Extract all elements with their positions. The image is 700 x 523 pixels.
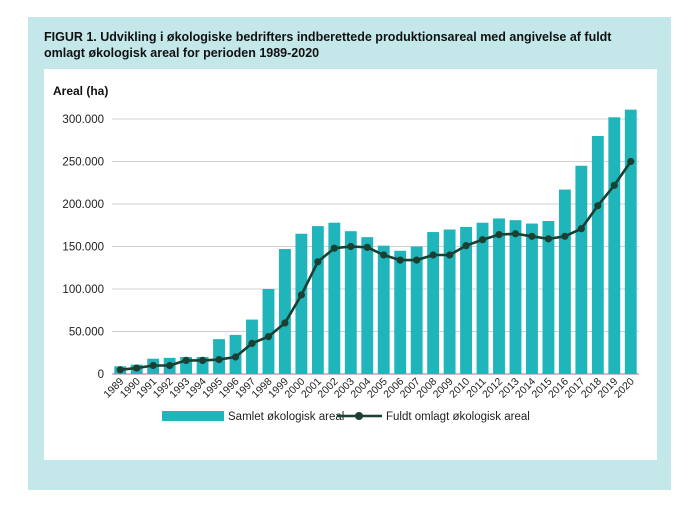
line-point bbox=[231, 353, 240, 361]
bar bbox=[377, 245, 390, 374]
y-tick-label: 50.000 bbox=[69, 327, 104, 339]
bar bbox=[443, 229, 456, 374]
figure-panel: FIGUR 1. Udvikling i økologiske bedrifte… bbox=[28, 17, 671, 490]
line-point bbox=[133, 364, 141, 372]
chart-svg: Areal (ha) 0 50.000 100.000 150.000 200.000 2… bbox=[53, 84, 639, 423]
line-point bbox=[528, 232, 536, 240]
line-point bbox=[577, 225, 585, 233]
y-tick-label: 100.000 bbox=[62, 284, 104, 296]
bar bbox=[493, 218, 505, 374]
bar bbox=[460, 226, 473, 374]
bar bbox=[328, 222, 341, 374]
line-point bbox=[396, 256, 404, 264]
bar bbox=[526, 223, 538, 374]
line-point bbox=[413, 256, 421, 264]
bar bbox=[262, 289, 275, 374]
line-point bbox=[594, 202, 602, 210]
x-tick-label: 2020 bbox=[612, 376, 637, 401]
bar bbox=[575, 165, 588, 374]
line-point bbox=[281, 319, 289, 327]
y-tick-label: 250.000 bbox=[62, 157, 104, 169]
line-point bbox=[198, 356, 207, 364]
bar bbox=[476, 222, 489, 374]
legend-bar-swatch bbox=[162, 411, 224, 421]
line-point bbox=[462, 242, 470, 250]
line-point bbox=[561, 232, 569, 240]
line-point bbox=[627, 157, 635, 166]
bar bbox=[295, 233, 308, 374]
line-point bbox=[511, 230, 520, 238]
chart-area: Areal (ha) 0 50.000 100.000 150.000 200.000 2… bbox=[44, 69, 657, 460]
figure-title: FIGUR 1. Udvikling i økologiske bedrifte… bbox=[44, 30, 612, 60]
line-point bbox=[166, 361, 174, 370]
y-tick-label: 0 bbox=[98, 369, 104, 381]
line-point bbox=[215, 355, 223, 364]
bar bbox=[542, 221, 555, 374]
line-point bbox=[330, 244, 338, 252]
line-point bbox=[347, 242, 355, 251]
y-tick-label: 300.000 bbox=[62, 114, 104, 126]
bar bbox=[361, 237, 374, 374]
line-point bbox=[429, 251, 437, 259]
bar bbox=[311, 226, 324, 374]
bar bbox=[427, 232, 440, 374]
bar bbox=[410, 246, 423, 374]
line-point bbox=[314, 258, 322, 266]
line-point bbox=[264, 333, 273, 341]
legend-line-marker bbox=[355, 412, 363, 420]
bar bbox=[624, 109, 637, 375]
line-point bbox=[544, 235, 553, 243]
line-point bbox=[149, 361, 157, 370]
legend-bar-label: Samlet økologisk areal bbox=[228, 411, 344, 423]
bar bbox=[180, 357, 193, 374]
y-axis-label: Areal (ha) bbox=[53, 84, 108, 98]
bar bbox=[344, 231, 357, 374]
legend-line-label: Fuldt omlagt økologisk areal bbox=[386, 411, 530, 423]
y-tick-label: 150.000 bbox=[62, 242, 104, 254]
line-point bbox=[182, 356, 190, 364]
y-tick-label: 200.000 bbox=[62, 199, 104, 211]
bar bbox=[509, 220, 522, 374]
line-point bbox=[297, 291, 305, 299]
line-point bbox=[380, 251, 388, 259]
line-point bbox=[478, 236, 487, 244]
bar bbox=[591, 136, 604, 374]
line-point bbox=[363, 243, 371, 251]
line-point bbox=[248, 339, 256, 347]
line-point bbox=[495, 231, 503, 239]
bar bbox=[394, 250, 407, 374]
line-point bbox=[446, 251, 454, 259]
line-point bbox=[116, 366, 124, 374]
bar bbox=[278, 249, 291, 374]
line-point bbox=[610, 181, 618, 189]
bar bbox=[608, 117, 621, 375]
bar bbox=[196, 357, 209, 374]
legend: Samlet økologisk areal Fuldt omlagt økol… bbox=[162, 411, 530, 423]
bar bbox=[558, 189, 571, 374]
